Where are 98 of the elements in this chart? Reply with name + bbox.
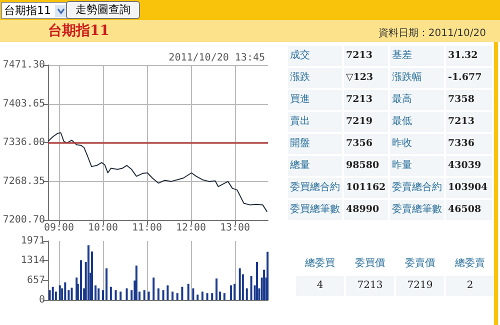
text: 委買總筆數 (288, 200, 342, 220)
bar (110, 286, 112, 300)
y-tick-label: 7200.70 (2, 214, 45, 226)
bar (201, 292, 204, 300)
text: 資料日期：2011/10/20 (378, 26, 486, 40)
x-tick-label: 09:00 (44, 222, 74, 234)
text: 賣出 (288, 112, 342, 132)
text: 7358 (446, 90, 492, 110)
bar (58, 285, 61, 300)
bar (234, 284, 236, 300)
bar (98, 288, 100, 300)
x-tick-label: 11:00 (132, 222, 162, 234)
text: 總量 (288, 156, 342, 176)
text: 98580 (344, 156, 388, 176)
text: 委賣總合約 (390, 178, 444, 198)
text: 委賣價 (404, 256, 436, 271)
text: 7356 (344, 134, 388, 154)
bar (230, 285, 232, 300)
text: 7336 (446, 134, 492, 154)
bar (135, 266, 138, 300)
text: 漲跌幅 (390, 68, 444, 88)
bar (87, 245, 90, 300)
bar (206, 293, 208, 300)
x-tick-label: 12:00 (176, 222, 206, 234)
y-tick-label: 657 (26, 274, 45, 286)
text: 基差 (390, 46, 444, 66)
bar (238, 268, 241, 300)
text: 昨量 (390, 156, 444, 176)
bar (211, 293, 214, 300)
bar (187, 284, 190, 300)
text: 48990 (344, 200, 388, 220)
text: 101162 (344, 178, 388, 198)
line-series (48, 132, 268, 212)
text: 委買總合約 (288, 178, 342, 198)
text: 103904 (446, 178, 492, 198)
text: -1.677 (446, 68, 492, 88)
chart-subtitle: 2011/10/20 13:45 (168, 52, 265, 64)
text: 昨收 (390, 134, 444, 154)
bar (256, 262, 258, 300)
bar (176, 293, 178, 300)
text: 46508 (446, 200, 492, 220)
bar (216, 278, 218, 300)
bar (70, 288, 73, 300)
bar (126, 288, 128, 300)
bar (80, 260, 82, 300)
text: 委賣總筆數 (390, 200, 444, 220)
bar (143, 290, 146, 300)
y-tick-label: 0 (38, 294, 45, 306)
text: 成交 (288, 46, 342, 66)
bar (120, 292, 122, 300)
y-tick-label: 1971 (20, 236, 45, 246)
text: 7213 (344, 90, 388, 110)
text: 7213 (346, 276, 394, 296)
bar (192, 288, 194, 300)
text: 總委賣 (454, 256, 486, 271)
text: 43039 (446, 156, 492, 176)
bar (114, 290, 117, 300)
text: 7219 (396, 276, 444, 296)
bar (166, 285, 169, 300)
text: 委買價 (354, 256, 386, 271)
text: 7213 (446, 112, 492, 132)
y-tick-label: 7336.00 (2, 137, 45, 148)
y-tick-label: 7268.35 (2, 176, 45, 187)
bar (181, 286, 184, 300)
bar (157, 288, 160, 300)
bar (162, 290, 164, 300)
text: 最低 (390, 112, 444, 132)
text: 7219 (344, 112, 388, 132)
x-tick-label: 13:00 (220, 222, 250, 234)
text: 31.32 (446, 46, 492, 66)
text: 開盤 (288, 134, 342, 154)
text: 2 (446, 276, 494, 296)
text: 漲跌 (288, 68, 342, 88)
text: 7213 (344, 46, 388, 66)
y-tick-label: 7403.65 (2, 98, 45, 110)
bar (196, 294, 199, 300)
bar (106, 268, 108, 300)
bar (172, 292, 174, 300)
bar (148, 292, 150, 300)
bar (64, 282, 66, 300)
y-tick-label: 7471.30 (2, 60, 45, 70)
search-button[interactable]: 走勢圖查詢 (66, 1, 140, 19)
bar (48, 290, 51, 300)
text: 總委買 (304, 256, 336, 271)
text: 4 (296, 276, 344, 296)
dropdown-field[interactable]: 台期指11 (1, 2, 70, 19)
bar (250, 276, 252, 300)
text: 最高 (390, 90, 444, 110)
text: 買進 (288, 90, 342, 110)
x-tick-label: 10:00 (88, 222, 118, 234)
bar (223, 293, 226, 300)
bar (52, 286, 54, 300)
chart-title: 台期指11 (48, 22, 110, 40)
y-tick-label: 1314 (20, 255, 45, 266)
bar (246, 288, 248, 300)
bar (266, 252, 269, 300)
text: ▽123 (344, 68, 388, 88)
bar (152, 278, 155, 300)
